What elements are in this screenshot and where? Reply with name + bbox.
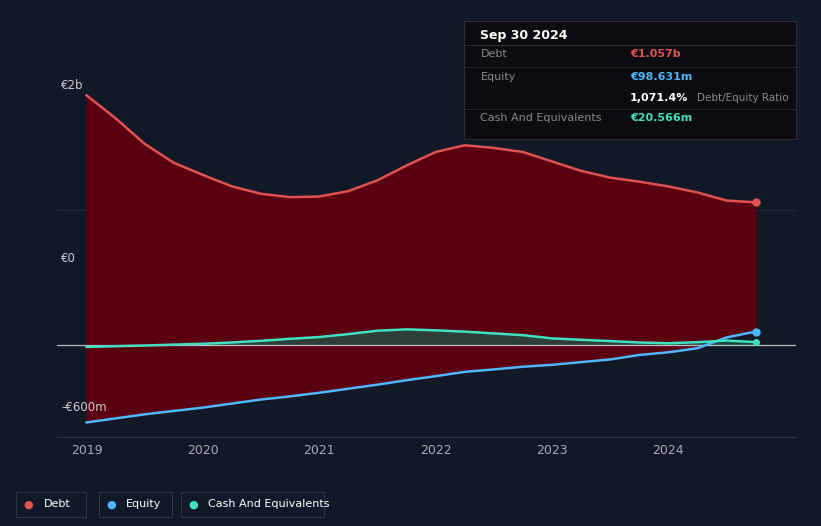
Text: €98.631m: €98.631m (631, 72, 692, 82)
Text: 1,071.4%: 1,071.4% (631, 93, 689, 103)
Text: €20.566m: €20.566m (631, 114, 692, 124)
Text: Cash And Equivalents: Cash And Equivalents (480, 114, 602, 124)
Text: Sep 30 2024: Sep 30 2024 (480, 29, 568, 42)
Text: Equity: Equity (480, 72, 516, 82)
Text: Equity: Equity (126, 499, 161, 510)
Text: €2b: €2b (62, 79, 84, 93)
Text: Debt: Debt (480, 49, 507, 59)
Text: €1.057b: €1.057b (631, 49, 681, 59)
Text: €0: €0 (62, 251, 76, 265)
Text: ●: ● (188, 499, 198, 510)
Text: Cash And Equivalents: Cash And Equivalents (208, 499, 329, 510)
Text: Debt: Debt (44, 499, 71, 510)
Text: ●: ● (24, 499, 34, 510)
Text: -€600m: -€600m (62, 401, 107, 413)
Text: ●: ● (106, 499, 116, 510)
Text: Debt/Equity Ratio: Debt/Equity Ratio (696, 93, 788, 103)
